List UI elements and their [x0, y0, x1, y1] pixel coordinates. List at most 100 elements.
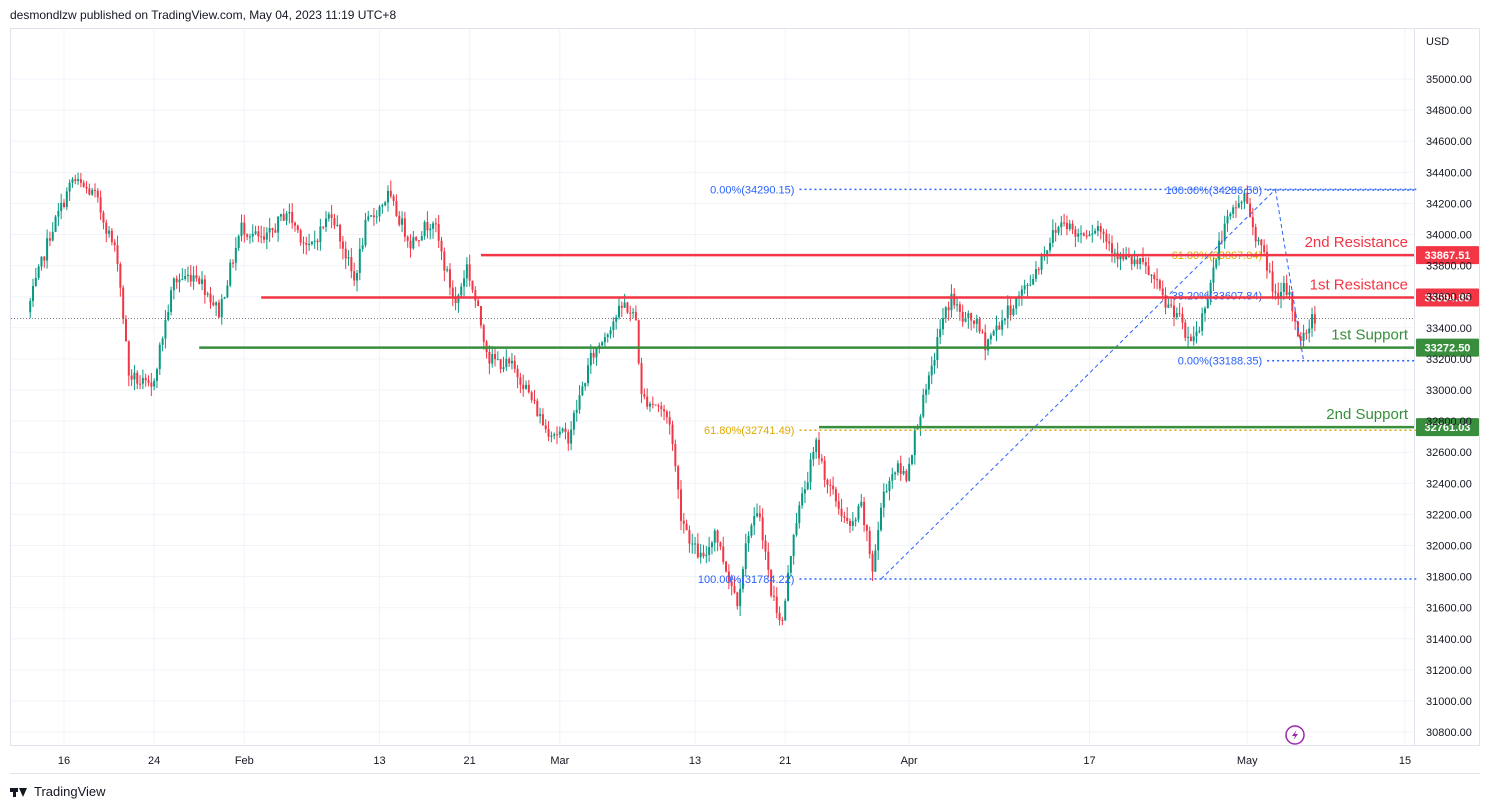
candle-body — [1040, 256, 1043, 270]
candle-body — [789, 556, 792, 573]
candle-body — [1294, 311, 1297, 322]
candle-body — [226, 285, 229, 298]
candle-body — [874, 550, 877, 572]
candle-body — [1105, 233, 1108, 242]
candle-body — [992, 330, 995, 336]
candle-body — [192, 275, 195, 282]
x-axis: 16 24 Feb 13 21 Mar 13 21 Apr 17 May 15 — [58, 755, 1411, 767]
candle-body — [392, 196, 395, 201]
candle-body — [378, 206, 381, 217]
candle-body — [164, 319, 167, 339]
candle-body — [178, 279, 181, 283]
candle-body — [710, 542, 713, 548]
candle-body — [175, 278, 178, 283]
y-tick-label: 31000.00 — [1426, 696, 1472, 708]
level-label: 1st Support — [1331, 327, 1409, 344]
candle-body — [1125, 256, 1128, 260]
candle-body — [764, 540, 767, 552]
fib-trend-line — [880, 189, 1276, 580]
level-price-badge[interactable] — [1416, 288, 1479, 307]
level-price-badge[interactable] — [1416, 246, 1479, 265]
candle-body — [203, 279, 206, 295]
candle-body — [60, 202, 63, 212]
chart-plot-area[interactable] — [10, 28, 1415, 746]
candle-body — [677, 466, 680, 490]
candle-body — [998, 325, 1001, 330]
candle-body — [1254, 227, 1257, 242]
candle-body — [1006, 305, 1009, 319]
candle-body — [1001, 320, 1004, 330]
grid-lines — [11, 29, 1414, 745]
candle-body — [1212, 267, 1215, 283]
candle-body — [989, 335, 992, 340]
candle-body — [964, 318, 967, 322]
candle-body — [353, 271, 356, 281]
candle-body — [446, 269, 449, 271]
candle-body — [1268, 270, 1271, 272]
candle-body — [617, 305, 620, 318]
candle-body — [468, 264, 471, 281]
candle-body — [1119, 254, 1122, 260]
candle-body — [1023, 285, 1026, 290]
candle-body — [1299, 336, 1302, 341]
candle-body — [1308, 328, 1311, 334]
candle-body — [648, 403, 651, 407]
candle-body — [826, 479, 829, 485]
candle-body — [632, 312, 635, 314]
candle-body — [575, 409, 578, 413]
candle-body — [186, 274, 189, 277]
candle-body — [708, 547, 711, 555]
candle-body — [702, 552, 705, 557]
candle-body — [1223, 223, 1226, 242]
candle-body — [34, 277, 37, 286]
candle-body — [626, 302, 629, 313]
candle-body — [65, 191, 68, 207]
candle-body — [499, 359, 502, 370]
y-tick-label: 34200.00 — [1426, 198, 1472, 210]
candle-body — [651, 403, 654, 405]
candle-body — [1113, 252, 1116, 254]
candle-body — [601, 342, 604, 346]
x-tick-label: 21 — [464, 755, 476, 767]
lightning-icon[interactable] — [1285, 725, 1305, 745]
candle-body — [950, 293, 953, 311]
candle-body — [341, 241, 344, 249]
candle-body — [553, 434, 556, 436]
y-tick-label: 33600.00 — [1426, 292, 1472, 304]
level-label: 1st Resistance — [1310, 277, 1408, 294]
candle-body — [234, 247, 237, 263]
candle-body — [463, 278, 466, 287]
candle-body — [581, 386, 584, 396]
y-tick-label: 33800.00 — [1426, 261, 1472, 273]
candle-body — [184, 276, 187, 279]
level-price-badge[interactable] — [1416, 418, 1479, 437]
candle-body — [634, 312, 637, 321]
candle-body — [223, 297, 226, 299]
candle-body — [319, 226, 322, 243]
candle-body — [1288, 291, 1291, 295]
candle-body — [1181, 314, 1184, 323]
candle-body — [124, 319, 127, 342]
candle-body — [603, 337, 606, 343]
candle-body — [699, 552, 702, 558]
candle-body — [105, 222, 108, 234]
candle-body — [1032, 278, 1035, 285]
x-tick-label: Mar — [550, 755, 569, 767]
candle-body — [637, 320, 640, 364]
time-scale[interactable] — [10, 746, 1480, 774]
candle-body — [519, 377, 522, 385]
level-price-badge[interactable] — [1416, 338, 1479, 357]
candle-body — [333, 217, 336, 226]
candle-body — [795, 523, 798, 535]
candle-body — [705, 554, 708, 557]
candle-body — [358, 248, 361, 274]
candle-body — [372, 215, 375, 218]
candle-body — [1074, 229, 1077, 237]
candle-body — [640, 363, 643, 395]
candle-body — [37, 266, 40, 278]
y-tick-label: 32800.00 — [1426, 416, 1472, 428]
candle-body — [956, 304, 959, 306]
candle-body — [1260, 239, 1263, 246]
price-scale[interactable] — [1415, 28, 1480, 746]
candle-body — [1094, 230, 1097, 234]
